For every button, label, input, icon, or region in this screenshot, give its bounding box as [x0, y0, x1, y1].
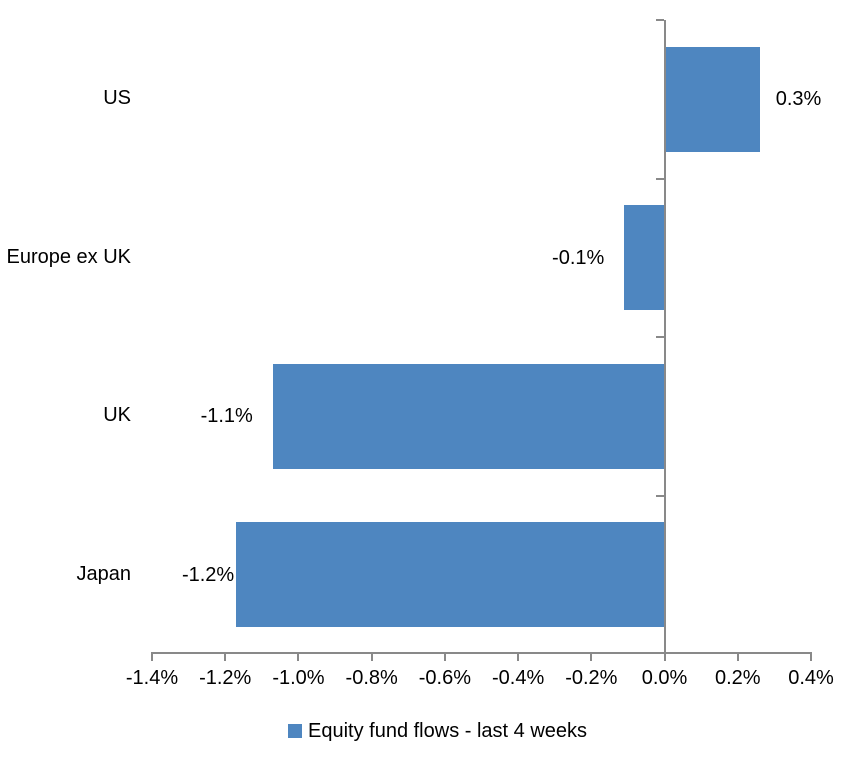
- x-axis-tick: [517, 654, 520, 661]
- x-axis-tick: [736, 654, 739, 661]
- bar-uk: [272, 363, 665, 469]
- x-tick-label: -0.2%: [565, 667, 618, 689]
- x-axis-tick: [370, 654, 373, 661]
- x-axis-tick: [590, 654, 593, 661]
- category-label-japan: Japan: [76, 562, 132, 585]
- category-label-europe-ex-uk: Europe ex UK: [6, 245, 131, 268]
- bar-europe-ex-uk: [624, 205, 665, 311]
- value-label-japan: -1.2%: [181, 563, 235, 586]
- x-tick-label: -0.4%: [491, 667, 545, 689]
- category-label-us: US: [103, 87, 131, 110]
- value-label-europe-ex-uk: -0.1%: [552, 246, 605, 269]
- x-tick-label: -1.4%: [125, 667, 179, 689]
- legend-color-swatch: [288, 724, 302, 738]
- category-axis-tick: [655, 177, 664, 180]
- category-axis-tick: [655, 494, 664, 497]
- x-tick-label: -0.8%: [345, 667, 398, 689]
- x-axis-tick: [297, 654, 300, 661]
- x-tick-label: -1.2%: [199, 667, 252, 689]
- category-label-uk: UK: [103, 404, 131, 427]
- x-axis-tick: [151, 654, 153, 661]
- x-tick-label: 0.2%: [714, 667, 761, 689]
- x-tick-label: -0.6%: [418, 667, 471, 689]
- legend: Equity fund flows - last 4 weeks: [288, 718, 587, 744]
- x-axis-tick: [443, 654, 446, 661]
- x-axis-line: [151, 652, 812, 654]
- value-label-uk: -1.1%: [200, 405, 253, 428]
- x-axis-tick: [810, 654, 812, 661]
- bar-japan: [236, 522, 665, 628]
- category-axis-tick: [655, 336, 664, 338]
- x-tick-label: 0.4%: [788, 667, 834, 689]
- x-tick-label: -1.0%: [272, 667, 325, 689]
- x-axis-tick: [224, 654, 227, 661]
- value-label-us: 0.3%: [775, 88, 822, 111]
- category-axis-line: [663, 20, 666, 661]
- category-axis-tick: [655, 19, 664, 21]
- x-tick-label: 0.0%: [641, 667, 688, 689]
- legend-label: Equity fund flows - last 4 weeks: [308, 719, 588, 742]
- bar-us: [664, 46, 760, 152]
